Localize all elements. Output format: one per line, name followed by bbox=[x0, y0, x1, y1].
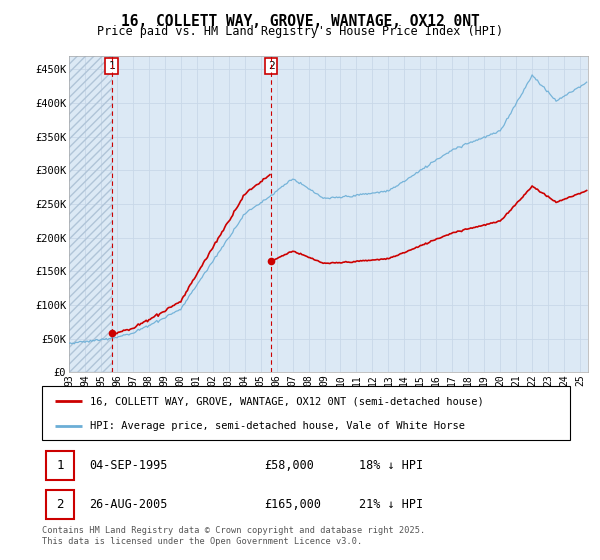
Text: 1: 1 bbox=[56, 459, 64, 472]
Text: 1: 1 bbox=[108, 60, 115, 71]
Text: 16, COLLETT WAY, GROVE, WANTAGE, OX12 0NT: 16, COLLETT WAY, GROVE, WANTAGE, OX12 0N… bbox=[121, 14, 479, 29]
Text: Price paid vs. HM Land Registry's House Price Index (HPI): Price paid vs. HM Land Registry's House … bbox=[97, 25, 503, 38]
Text: 21% ↓ HPI: 21% ↓ HPI bbox=[359, 498, 423, 511]
Bar bbox=[69, 56, 112, 372]
Text: £165,000: £165,000 bbox=[264, 498, 321, 511]
Text: 2: 2 bbox=[268, 60, 274, 71]
Text: Contains HM Land Registry data © Crown copyright and database right 2025.
This d: Contains HM Land Registry data © Crown c… bbox=[42, 526, 425, 546]
Bar bbox=[69, 56, 112, 372]
Text: 2: 2 bbox=[56, 498, 64, 511]
FancyBboxPatch shape bbox=[46, 491, 74, 519]
Text: £58,000: £58,000 bbox=[264, 459, 314, 472]
FancyBboxPatch shape bbox=[46, 451, 74, 480]
Text: HPI: Average price, semi-detached house, Vale of White Horse: HPI: Average price, semi-detached house,… bbox=[89, 421, 464, 431]
Text: 04-SEP-1995: 04-SEP-1995 bbox=[89, 459, 168, 472]
Text: 16, COLLETT WAY, GROVE, WANTAGE, OX12 0NT (semi-detached house): 16, COLLETT WAY, GROVE, WANTAGE, OX12 0N… bbox=[89, 396, 483, 407]
Text: 26-AUG-2005: 26-AUG-2005 bbox=[89, 498, 168, 511]
Text: 18% ↓ HPI: 18% ↓ HPI bbox=[359, 459, 423, 472]
